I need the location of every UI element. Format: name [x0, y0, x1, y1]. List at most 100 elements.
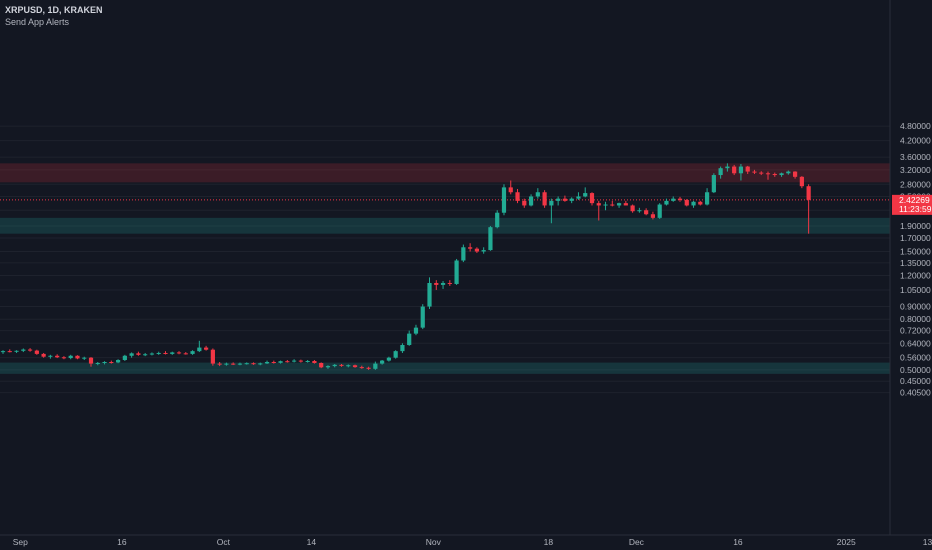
candle-body — [380, 360, 385, 364]
candle-body — [603, 204, 608, 206]
candle-body — [82, 357, 87, 359]
candle-body — [542, 192, 547, 206]
candle-countdown: 11:23:59 — [899, 204, 932, 214]
candle-body — [468, 247, 473, 249]
candle-body — [122, 355, 127, 361]
candle-body — [163, 352, 168, 354]
candle-body — [319, 362, 324, 368]
price-tick-label: 1.20000 — [900, 271, 931, 281]
candle-body — [677, 198, 683, 200]
price-tick-label: 1.50000 — [900, 247, 931, 257]
candle-body — [95, 362, 100, 364]
price-tick-label: 0.72000 — [900, 326, 931, 336]
candle-body — [292, 360, 297, 362]
candle-body — [562, 198, 568, 201]
support-zone — [0, 217, 890, 234]
candle-body — [779, 173, 784, 176]
price-tick-label: 4.80000 — [900, 121, 931, 131]
candle-body — [14, 350, 19, 352]
candle-body — [549, 200, 554, 206]
candle-body — [359, 367, 364, 369]
candle-body — [386, 357, 391, 361]
candle-body — [711, 175, 716, 193]
candle-body — [481, 250, 486, 252]
time-tick-label: Sep — [13, 537, 28, 547]
candle-body — [75, 355, 80, 359]
candle-body — [522, 200, 527, 206]
candle-body — [738, 166, 744, 174]
candle-body — [671, 198, 676, 201]
candle-body — [623, 203, 628, 206]
candle-body — [786, 171, 791, 174]
time-tick-label: 13 — [923, 537, 932, 547]
candle-body — [183, 353, 188, 355]
candle-body — [583, 193, 588, 197]
last-price-label: 2.42269 11:23:59 — [892, 194, 932, 215]
candle-body — [610, 204, 615, 206]
candle-body — [7, 351, 12, 353]
candle-body — [664, 200, 669, 205]
price-tick-label: 0.64000 — [900, 338, 931, 348]
candle-body — [461, 247, 466, 261]
candle-body — [704, 192, 710, 205]
time-tick-label: Nov — [426, 537, 442, 547]
price-tick-label: 2.80000 — [900, 179, 931, 189]
candle-body — [34, 350, 39, 354]
candle-body — [528, 196, 534, 206]
candle-body — [285, 361, 290, 363]
candle-body — [244, 363, 249, 365]
time-tick-label: 16 — [117, 537, 127, 547]
price-tick-label: 0.40500 — [900, 388, 931, 398]
price-tick-label: 3.60000 — [900, 152, 931, 162]
candle-body — [352, 365, 358, 368]
price-axis: 4.800004.200003.600003.200002.800002.500… — [900, 121, 931, 397]
candle-body — [420, 306, 425, 328]
candle-body — [190, 351, 195, 354]
indicator-label[interactable]: Send App Alerts — [5, 17, 70, 27]
chart-grid — [0, 125, 890, 394]
candle-body — [197, 347, 202, 352]
price-tick-label: 1.90000 — [900, 221, 931, 231]
candle-body — [68, 355, 73, 359]
candle-body — [576, 196, 581, 199]
candle-body — [251, 363, 256, 365]
time-axis: Sep16Oct14Nov18Dec16202513Feb17Mar — [13, 537, 932, 547]
candle-body — [616, 203, 622, 206]
candle-body — [765, 173, 771, 175]
candle-body — [325, 366, 331, 368]
candle-body — [657, 204, 662, 218]
candle-body — [725, 166, 730, 169]
candle-body — [792, 171, 798, 177]
zones-layer — [0, 163, 890, 374]
candle-body — [427, 282, 432, 307]
candle-body — [400, 344, 405, 352]
candle-body — [258, 363, 263, 365]
candle-body — [176, 352, 182, 354]
candle-body — [501, 187, 507, 213]
time-tick-label: 18 — [544, 537, 554, 547]
candle-body — [644, 210, 649, 215]
candle-body — [237, 363, 243, 365]
candle-body — [231, 363, 236, 365]
candle-body — [752, 171, 757, 173]
candle-body — [474, 248, 479, 252]
candle-body — [217, 363, 222, 365]
symbol-title: XRPUSD, 1D, KRAKEN — [5, 5, 103, 15]
candle-body — [339, 364, 344, 366]
candle-body — [772, 173, 777, 176]
price-tick-label: 1.35000 — [900, 258, 931, 268]
price-tick-label: 1.70000 — [900, 233, 931, 243]
candle-body — [149, 353, 155, 355]
price-tick-label: 3.20000 — [900, 165, 931, 175]
last-price-value: 2.42269 — [899, 195, 930, 205]
candle-body — [109, 361, 114, 363]
price-tick-label: 1.05000 — [900, 285, 931, 295]
candle-body — [332, 364, 337, 367]
candle-body — [732, 166, 737, 174]
candle-body — [718, 168, 723, 176]
candle-body — [630, 205, 635, 212]
candle-body — [698, 201, 703, 205]
candle-body — [102, 361, 107, 363]
candle-body — [637, 210, 642, 212]
